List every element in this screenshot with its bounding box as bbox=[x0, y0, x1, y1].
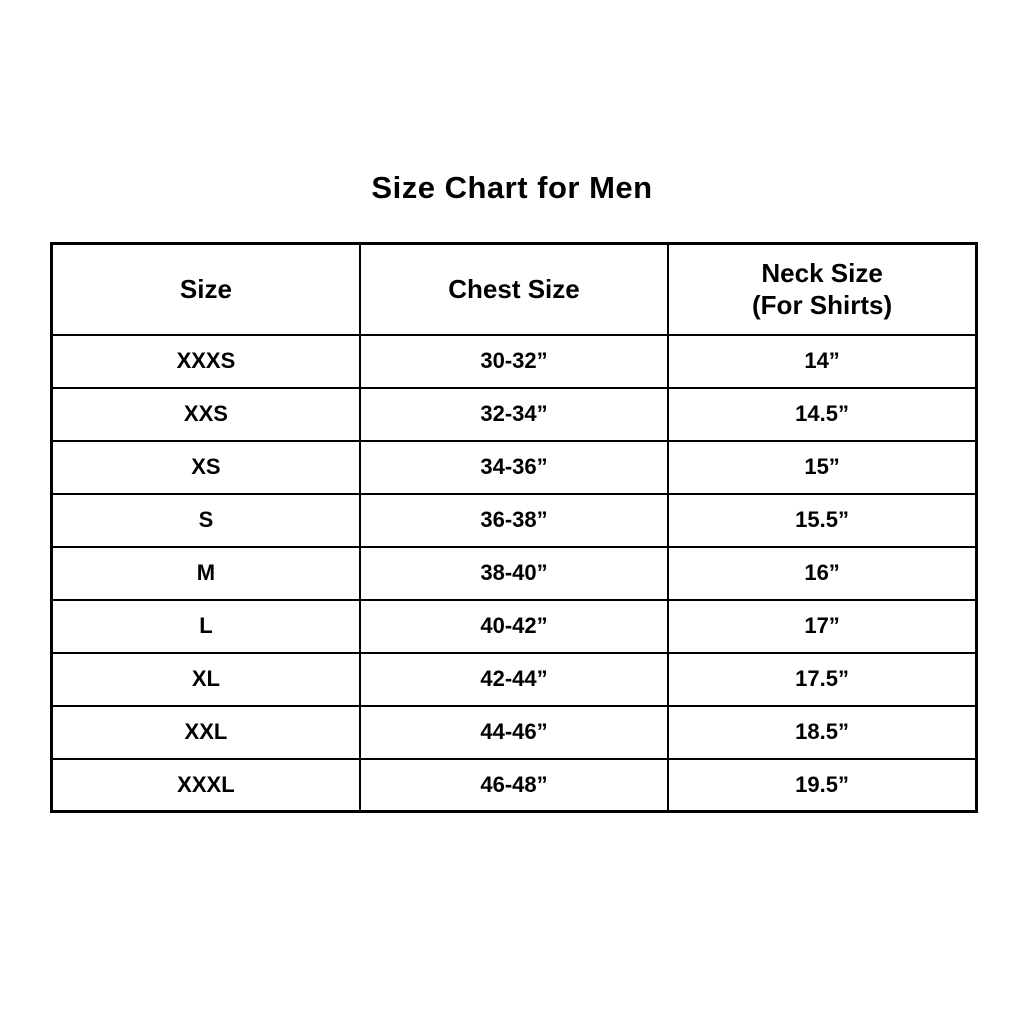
column-header-neck-size-label: Neck Size bbox=[761, 257, 883, 288]
column-header-chest-size: Chest Size bbox=[358, 242, 670, 336]
page-title: Size Chart for Men bbox=[371, 170, 653, 205]
column-header-neck-size-sublabel: (For Shirts) bbox=[752, 290, 893, 321]
neck-size-cell: 18.5” bbox=[667, 704, 978, 760]
table-row: XL 42-44” 17.5” bbox=[50, 651, 978, 707]
size-cell: L bbox=[50, 598, 361, 654]
neck-size-cell: 14” bbox=[667, 333, 978, 389]
table-header-row: Size Chest Size Neck Size (For Shirts) bbox=[50, 242, 978, 336]
size-cell: M bbox=[50, 545, 361, 601]
size-cell: XXL bbox=[50, 704, 361, 760]
table-row: XXXS 30-32” 14” bbox=[50, 333, 978, 389]
table-row: XS 34-36” 15” bbox=[50, 439, 978, 495]
size-cell: S bbox=[50, 492, 361, 548]
table-row: S 36-38” 15.5” bbox=[50, 492, 978, 548]
neck-size-cell: 19.5” bbox=[667, 757, 978, 813]
chest-size-cell: 38-40” bbox=[358, 545, 670, 601]
column-header-size: Size bbox=[50, 242, 361, 336]
size-cell: XXS bbox=[50, 386, 361, 442]
chest-size-cell: 40-42” bbox=[358, 598, 670, 654]
size-cell: XXXS bbox=[50, 333, 361, 389]
neck-size-cell: 15.5” bbox=[667, 492, 978, 548]
neck-size-cell: 14.5” bbox=[667, 386, 978, 442]
size-chart-table: Size Chest Size Neck Size (For Shirts) X… bbox=[50, 242, 978, 813]
table-row: L 40-42” 17” bbox=[50, 598, 978, 654]
neck-size-cell: 17” bbox=[667, 598, 978, 654]
chest-size-cell: 44-46” bbox=[358, 704, 670, 760]
neck-size-cell: 15” bbox=[667, 439, 978, 495]
column-header-chest-size-label: Chest Size bbox=[448, 274, 580, 304]
chest-size-cell: 34-36” bbox=[358, 439, 670, 495]
chest-size-cell: 42-44” bbox=[358, 651, 670, 707]
table-row: XXXL 46-48” 19.5” bbox=[50, 757, 978, 813]
table-row: XXS 32-34” 14.5” bbox=[50, 386, 978, 442]
chest-size-cell: 36-38” bbox=[358, 492, 670, 548]
neck-size-cell: 17.5” bbox=[667, 651, 978, 707]
chest-size-cell: 32-34” bbox=[358, 386, 670, 442]
size-cell: XL bbox=[50, 651, 361, 707]
column-header-neck-size: Neck Size (For Shirts) bbox=[667, 242, 978, 336]
table-row: XXL 44-46” 18.5” bbox=[50, 704, 978, 760]
table-row: M 38-40” 16” bbox=[50, 545, 978, 601]
size-cell: XS bbox=[50, 439, 361, 495]
size-cell: XXXL bbox=[50, 757, 361, 813]
column-header-size-label: Size bbox=[179, 274, 232, 304]
chest-size-cell: 30-32” bbox=[358, 333, 670, 389]
neck-size-cell: 16” bbox=[667, 545, 978, 601]
chest-size-cell: 46-48” bbox=[358, 757, 670, 813]
